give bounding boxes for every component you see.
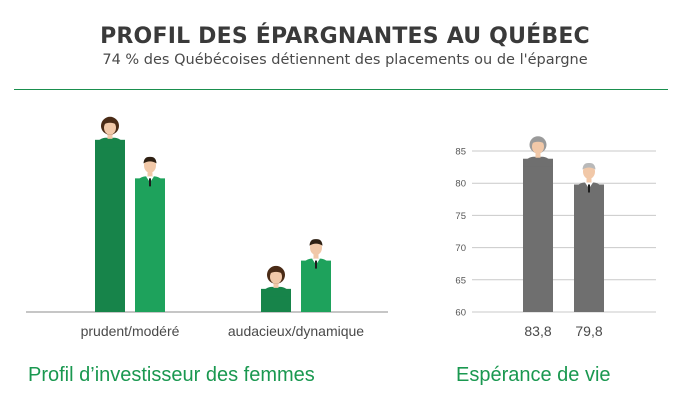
figure-neck — [107, 133, 113, 139]
man-icon — [301, 239, 331, 269]
figure-fringe — [103, 120, 117, 125]
investor-profile-chart-title: Profil d’investisseur des femmes — [28, 364, 315, 386]
investor-profile-chart: prudent/modéré audacieux/dynamique — [26, 116, 388, 339]
figure-face — [104, 120, 116, 135]
figure-shoulders — [523, 156, 553, 167]
figure-shoulders — [95, 137, 125, 148]
figure-fringe — [269, 269, 283, 274]
header-divider — [14, 89, 668, 90]
bar-life-1 — [574, 184, 604, 312]
y-tick-label: 65 — [455, 275, 466, 286]
category-label: prudent/modéré — [81, 323, 180, 339]
y-tick-label: 80 — [455, 179, 466, 190]
category-label: audacieux/dynamique — [228, 323, 364, 339]
bar-life-0 — [523, 158, 553, 312]
page-title: PROFIL DES ÉPARGNANTES AU QUÉBEC — [100, 24, 590, 49]
figure-tie — [588, 184, 590, 193]
figure-neck — [273, 282, 279, 288]
figure-tie — [315, 260, 317, 269]
y-tick-label: 70 — [455, 243, 466, 254]
figure-tie — [149, 178, 151, 187]
figure-neck — [586, 178, 592, 184]
figure-shoulders — [261, 286, 291, 297]
bar-woman-0 — [95, 139, 125, 312]
figure-neck — [535, 152, 541, 158]
figure-hair — [143, 156, 157, 164]
bar-man-0 — [135, 178, 165, 312]
life-expectancy-chart: 85 80 75 70 65 60 83,8 79,8 — [455, 136, 656, 339]
elderly-woman-icon — [523, 136, 553, 167]
man-icon — [135, 156, 165, 187]
y-tick-label: 85 — [455, 147, 466, 158]
figure-neck — [313, 254, 319, 260]
y-tick-label: 75 — [455, 211, 466, 222]
figure-hair — [309, 239, 323, 246]
woman-icon — [95, 116, 125, 148]
elderly-man-icon — [574, 162, 604, 193]
figure-face — [532, 139, 544, 154]
figure-face — [270, 269, 282, 284]
value-label: 79,8 — [575, 323, 602, 339]
page-subtitle: 74 % des Québécoises détiennent des plac… — [102, 52, 588, 68]
bar-man-1 — [301, 260, 331, 312]
figure-fringe — [531, 139, 545, 144]
figure-hair — [582, 162, 596, 170]
figure-neck — [147, 172, 153, 178]
value-label: 83,8 — [524, 323, 551, 339]
y-tick-label: 60 — [455, 308, 466, 319]
life-expectancy-chart-title: Espérance de vie — [456, 364, 611, 386]
woman-icon — [261, 265, 291, 297]
